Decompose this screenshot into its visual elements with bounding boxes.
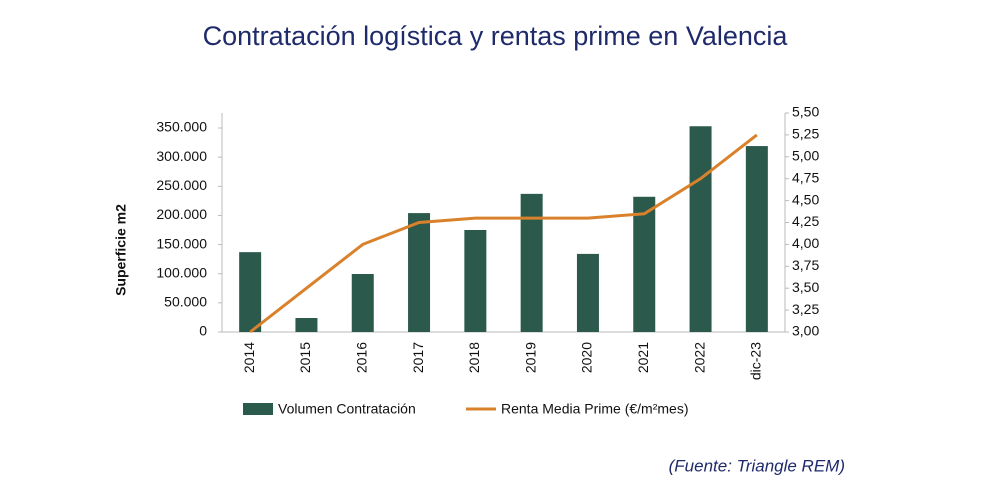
y2-tick-label: 5,25 [792,126,819,142]
bar [745,146,768,332]
y-tick-label: 100.000 [156,264,207,280]
chart-title: Contratación logística y rentas prime en… [203,21,789,51]
y-tick-label: 200.000 [156,206,207,222]
line [249,133,758,334]
y2-tick-label: 3,50 [792,279,819,295]
x-tick-label: 2021 [635,342,651,373]
y2-tick-label: 5,00 [792,148,819,164]
y2-tick-label: 3,75 [792,257,819,273]
x-tick-label: 2020 [579,342,595,373]
y2-tick-label: 5,50 [792,104,819,120]
bar [351,274,374,332]
y-tick-label: 150.000 [156,235,207,251]
y-tick-label: 300.000 [156,148,207,164]
source-note: (Fuente: Triangle REM) [669,456,845,475]
bar [689,126,712,332]
y-tick-label: 50.000 [164,294,207,310]
x-tick-label: 2014 [241,342,257,373]
y2-tick-label: 4,00 [792,235,819,251]
bar [633,196,656,332]
bar [464,230,487,332]
y2-tick-label: 4,25 [792,213,819,229]
x-tick-label: 2022 [691,342,707,373]
y2-tick-label: 3,25 [792,301,819,317]
y2-tick-label: 3,00 [792,323,819,339]
y-axis-label: Superficie m2 [113,204,129,296]
bar [520,193,543,332]
legend-label: Volumen Contratación [278,401,416,417]
y2-tick-label: 4,50 [792,191,819,207]
legend-swatch [243,403,273,415]
x-tick-label: dic-23 [748,342,764,380]
x-tick-label: 2017 [410,342,426,373]
bar [576,253,599,332]
y-tick-label: 250.000 [156,177,207,193]
bar [239,252,262,332]
x-tick-label: 2018 [466,342,482,373]
y-tick-label: 0 [199,323,207,339]
bar [408,213,431,332]
y-tick-label: 350.000 [156,119,207,135]
x-tick-label: 2019 [522,342,538,373]
y2-tick-label: 4,75 [792,169,819,185]
bar [295,318,318,332]
x-tick-label: 2015 [297,342,313,373]
x-tick-label: 2016 [353,342,369,373]
legend-label: Renta Media Prime (€/m²mes) [501,401,689,417]
